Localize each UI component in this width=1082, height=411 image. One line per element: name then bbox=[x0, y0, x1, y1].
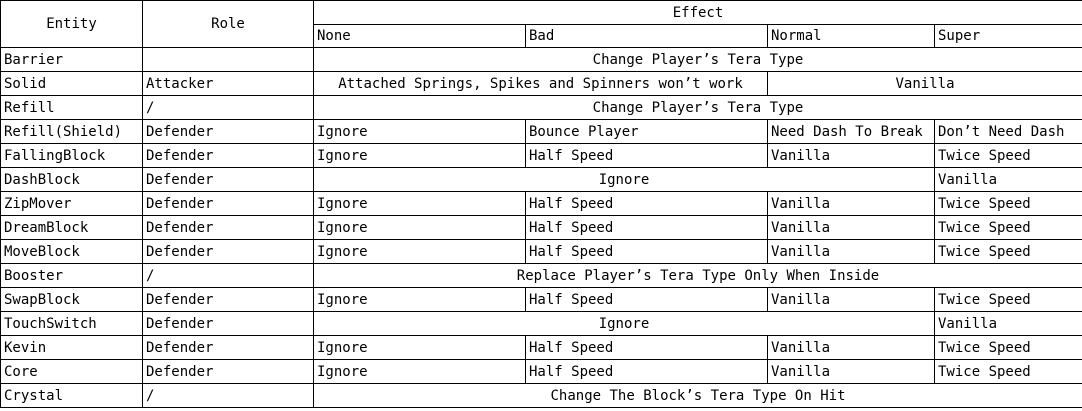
role-cell: Defender bbox=[142, 191, 314, 216]
entity-cell: Crystal bbox=[0, 383, 143, 408]
table-row-core: Core Defender Ignore Half Speed Vanilla … bbox=[0, 359, 1082, 384]
effect-normal-cell: Vanilla bbox=[767, 191, 935, 216]
table-row-zipmover: ZipMover Defender Ignore Half Speed Vani… bbox=[0, 191, 1082, 216]
effect-none-cell: Ignore bbox=[313, 119, 526, 144]
table-row-touchswitch: TouchSwitch Defender Ignore Vanilla bbox=[0, 311, 1082, 336]
role-cell: Defender bbox=[142, 143, 314, 168]
effect-bad-cell: Half Speed bbox=[525, 215, 768, 240]
table-row-solid: Solid Attacker Attached Springs, Spikes … bbox=[0, 71, 1082, 96]
table-row-fallingblock: FallingBlock Defender Ignore Half Speed … bbox=[0, 143, 1082, 168]
effect-normal-cell: Need Dash To Break bbox=[767, 119, 935, 144]
role-cell: / bbox=[142, 383, 314, 408]
header-none: None bbox=[313, 24, 526, 48]
header-super: Super bbox=[933, 24, 1082, 48]
effect-super-cell: Twice Speed bbox=[933, 287, 1082, 312]
table-row-dreamblock: DreamBlock Defender Ignore Half Speed Va… bbox=[0, 215, 1082, 240]
entity-cell: Refill(Shield) bbox=[0, 119, 143, 144]
effect-super-cell: Twice Speed bbox=[933, 143, 1082, 168]
effect-bad-cell: Half Speed bbox=[525, 287, 768, 312]
role-cell: Defender bbox=[142, 119, 314, 144]
header-row-2: None Bad Normal Super bbox=[1, 24, 1082, 48]
effect-normal-cell: Vanilla bbox=[767, 215, 935, 240]
table-row-kevin: Kevin Defender Ignore Half Speed Vanilla… bbox=[0, 335, 1082, 360]
entity-cell: FallingBlock bbox=[0, 143, 143, 168]
table-row-booster: Booster / Replace Player’s Tera Type Onl… bbox=[0, 263, 1082, 288]
role-cell: / bbox=[142, 263, 314, 288]
table-row-moveblock: MoveBlock Defender Ignore Half Speed Van… bbox=[0, 239, 1082, 264]
role-cell: Defender bbox=[142, 167, 314, 192]
effect-super-cell: Twice Speed bbox=[933, 215, 1082, 240]
effect-bad-cell: Half Speed bbox=[525, 335, 768, 360]
header-row-1: Entity Role Effect bbox=[0, 0, 1082, 48]
entity-cell: ZipMover bbox=[0, 191, 143, 216]
effect-cell: Change Player’s Tera Type bbox=[312, 47, 1082, 72]
entity-cell: TouchSwitch bbox=[0, 311, 143, 336]
header-effect: Effect bbox=[312, 0, 1082, 25]
effect-super-cell: Twice Speed bbox=[933, 191, 1082, 216]
effect-none-cell: Ignore bbox=[313, 143, 526, 168]
role-cell bbox=[142, 47, 314, 72]
table-row-crystal: Crystal / Change The Block’s Tera Type O… bbox=[0, 383, 1082, 408]
header-bad: Bad bbox=[525, 24, 768, 48]
effect-none-cell: Ignore bbox=[313, 239, 526, 264]
role-cell: / bbox=[142, 95, 314, 120]
effect-super-cell: Twice Speed bbox=[933, 359, 1082, 384]
effect-cell: Replace Player’s Tera Type Only When Ins… bbox=[312, 263, 1082, 288]
table-row-dashblock: DashBlock Defender Ignore Vanilla bbox=[0, 167, 1082, 192]
effect-super-cell: Twice Speed bbox=[933, 335, 1082, 360]
entity-cell: Refill bbox=[0, 95, 143, 120]
effect-none-cell: Ignore bbox=[313, 359, 526, 384]
role-cell: Attacker bbox=[142, 71, 314, 96]
effect-bad-cell: Half Speed bbox=[525, 239, 768, 264]
entity-cell: MoveBlock bbox=[0, 239, 143, 264]
role-cell: Defender bbox=[142, 311, 314, 336]
role-cell: Defender bbox=[142, 287, 314, 312]
entity-cell: Barrier bbox=[0, 47, 143, 72]
table-row-barrier: Barrier Change Player’s Tera Type bbox=[0, 47, 1082, 72]
effect-normal-cell: Vanilla bbox=[767, 287, 935, 312]
role-cell: Defender bbox=[142, 215, 314, 240]
entity-cell: Kevin bbox=[0, 335, 143, 360]
effect-cell: Change The Block’s Tera Type On Hit bbox=[312, 383, 1082, 408]
effect-super-cell: Vanilla bbox=[933, 311, 1082, 336]
header-normal: Normal bbox=[767, 24, 935, 48]
effect-cell-none-normal: Ignore bbox=[313, 311, 935, 336]
effect-super-cell: Twice Speed bbox=[933, 239, 1082, 264]
effect-none-cell: Ignore bbox=[313, 215, 526, 240]
effect-bad-cell: Half Speed bbox=[525, 143, 768, 168]
effect-normal-cell: Vanilla bbox=[767, 239, 935, 264]
effect-cell-normal-super: Vanilla bbox=[766, 71, 1082, 96]
role-cell: Defender bbox=[142, 239, 314, 264]
header-role: Role bbox=[142, 0, 314, 48]
effect-none-cell: Ignore bbox=[313, 335, 526, 360]
entity-cell: SwapBlock bbox=[0, 287, 143, 312]
effect-cell: Change Player’s Tera Type bbox=[312, 95, 1082, 120]
effect-cell-none-normal: Ignore bbox=[313, 167, 935, 192]
table-row-swapblock: SwapBlock Defender Ignore Half Speed Van… bbox=[0, 287, 1082, 312]
effect-cell-none-bad: Attached Springs, Spikes and Spinners wo… bbox=[313, 71, 768, 96]
effect-normal-cell: Vanilla bbox=[767, 335, 935, 360]
effect-normal-cell: Vanilla bbox=[767, 359, 935, 384]
role-cell: Defender bbox=[142, 335, 314, 360]
effect-super-cell: Vanilla bbox=[933, 167, 1082, 192]
header-entity: Entity bbox=[0, 0, 143, 48]
effect-super-cell: Don’t Need Dash bbox=[933, 119, 1082, 144]
entity-cell: Core bbox=[0, 359, 143, 384]
entity-cell: Booster bbox=[0, 263, 143, 288]
effect-bad-cell: Half Speed bbox=[525, 359, 768, 384]
effect-normal-cell: Vanilla bbox=[767, 143, 935, 168]
entity-cell: DreamBlock bbox=[0, 215, 143, 240]
effect-none-cell: Ignore bbox=[313, 191, 526, 216]
effect-none-cell: Ignore bbox=[313, 287, 526, 312]
table-row-refill: Refill / Change Player’s Tera Type bbox=[0, 95, 1082, 120]
table-row-refill-shield: Refill(Shield) Defender Ignore Bounce Pl… bbox=[0, 119, 1082, 144]
entity-cell: DashBlock bbox=[0, 167, 143, 192]
role-cell: Defender bbox=[142, 359, 314, 384]
effect-bad-cell: Half Speed bbox=[525, 191, 768, 216]
effect-bad-cell: Bounce Player bbox=[525, 119, 768, 144]
entity-cell: Solid bbox=[0, 71, 143, 96]
